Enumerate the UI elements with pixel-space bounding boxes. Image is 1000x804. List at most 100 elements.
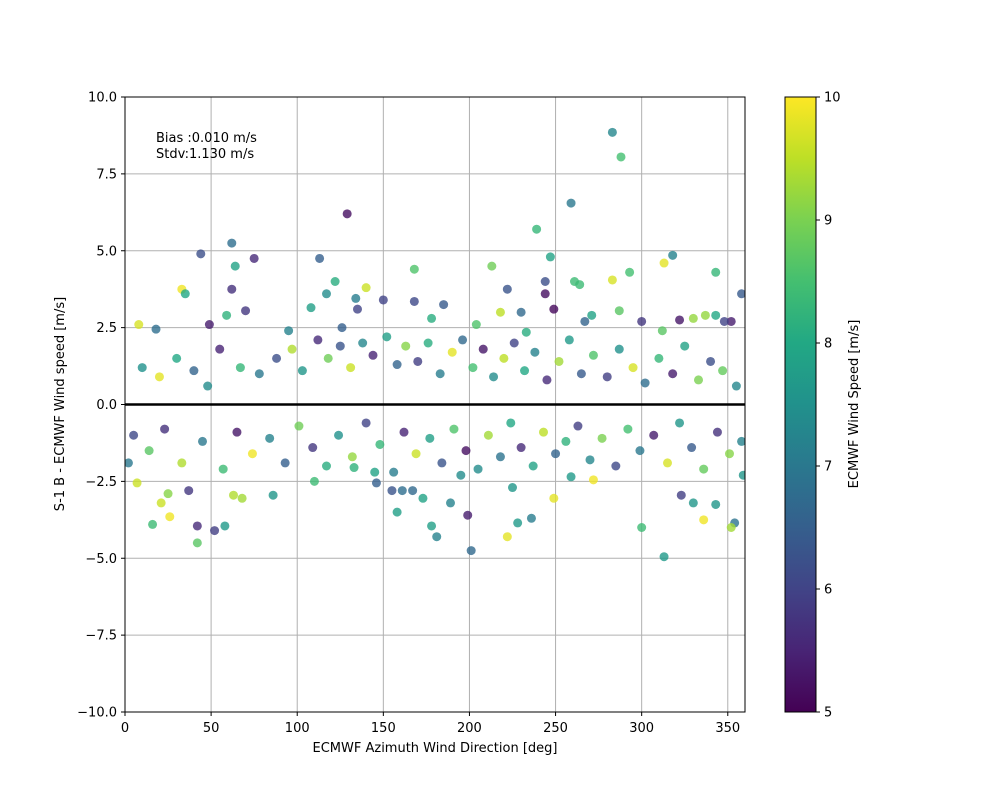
data-point [392, 507, 402, 517]
data-point [330, 277, 340, 286]
data-point [432, 532, 442, 542]
data-point [706, 356, 716, 366]
data-point [427, 313, 437, 323]
data-point [566, 198, 576, 208]
data-point [335, 341, 345, 351]
y-tick-label: −5.0 [85, 552, 117, 567]
colorbar-tick-label: 8 [824, 337, 832, 352]
data-point [229, 490, 238, 500]
data-point [461, 446, 471, 456]
data-point [389, 467, 399, 477]
data-point [640, 378, 650, 388]
data-point [247, 449, 257, 459]
data-point [215, 344, 225, 354]
data-point [235, 363, 245, 373]
colorbar-label: ECMWF Wind Speed [m/s] [847, 320, 862, 489]
data-point [566, 472, 576, 482]
data-point [587, 310, 597, 320]
data-point [554, 356, 564, 366]
x-axis-ticks: 0 50 100 150 200 250 300 350 [121, 712, 740, 736]
data-point [189, 366, 199, 376]
x-tick-label: 200 [457, 721, 482, 736]
bias-annotation: Bias :0.010 m/s [156, 131, 257, 146]
data-point [575, 280, 585, 290]
data-point [361, 418, 371, 428]
y-tick-label: 0.0 [96, 398, 117, 413]
data-point [204, 320, 214, 330]
data-point [232, 427, 242, 437]
data-point [699, 464, 709, 474]
data-point [711, 310, 721, 320]
data-point [719, 316, 729, 326]
data-point [165, 512, 175, 522]
data-point [392, 360, 402, 370]
data-point [349, 463, 359, 473]
data-point [254, 369, 264, 379]
data-point [526, 513, 536, 523]
data-point [516, 307, 526, 317]
data-point [353, 304, 362, 314]
data-point [361, 283, 371, 293]
x-tick-label: 100 [285, 721, 310, 736]
data-point [725, 449, 734, 459]
data-point [449, 424, 459, 434]
data-point [506, 418, 516, 428]
y-tick-label: 7.5 [96, 167, 117, 182]
data-point [334, 430, 344, 440]
data-point [368, 350, 378, 360]
data-point [487, 261, 497, 271]
data-point [237, 493, 247, 503]
data-point [520, 366, 530, 376]
data-point [675, 315, 685, 325]
data-point [227, 284, 237, 294]
data-point [731, 381, 741, 391]
data-point [132, 478, 142, 488]
data-point [585, 455, 595, 465]
data-point [602, 372, 612, 382]
data-point [447, 347, 457, 357]
data-point [280, 458, 290, 468]
data-point [313, 335, 323, 345]
data-point [688, 498, 698, 508]
data-point [540, 289, 550, 299]
data-point [616, 152, 626, 162]
data-point [737, 436, 745, 446]
data-point [456, 470, 466, 480]
data-point [382, 332, 392, 342]
data-point [588, 475, 598, 485]
data-point [370, 467, 380, 477]
data-point [545, 252, 555, 262]
y-axis-label: S-1 B - ECMWF Wind speed [m/s] [53, 297, 68, 511]
y-tick-label: −7.5 [85, 629, 117, 644]
data-point [623, 424, 633, 434]
data-point [711, 499, 721, 509]
data-point [192, 521, 202, 531]
data-point [549, 493, 559, 503]
colorbar-tick-label: 6 [824, 583, 832, 598]
data-point [218, 464, 228, 474]
data-point [156, 498, 166, 508]
data-point [625, 267, 635, 277]
data-point [172, 353, 182, 363]
data-point [699, 515, 709, 525]
data-point [308, 443, 318, 453]
data-point [144, 446, 154, 456]
data-point [378, 295, 388, 305]
data-point [265, 433, 275, 443]
data-point [611, 461, 621, 471]
data-point [458, 335, 468, 345]
data-point [163, 489, 173, 499]
data-point [659, 552, 669, 562]
data-point [468, 363, 478, 373]
data-point [427, 521, 437, 531]
data-point [542, 375, 552, 385]
data-point [502, 284, 512, 294]
data-point [151, 324, 161, 334]
data-point [387, 486, 397, 496]
data-point [712, 427, 722, 437]
data-point [322, 461, 331, 471]
data-point [371, 478, 381, 488]
data-point [580, 316, 590, 326]
data-point [397, 486, 407, 496]
